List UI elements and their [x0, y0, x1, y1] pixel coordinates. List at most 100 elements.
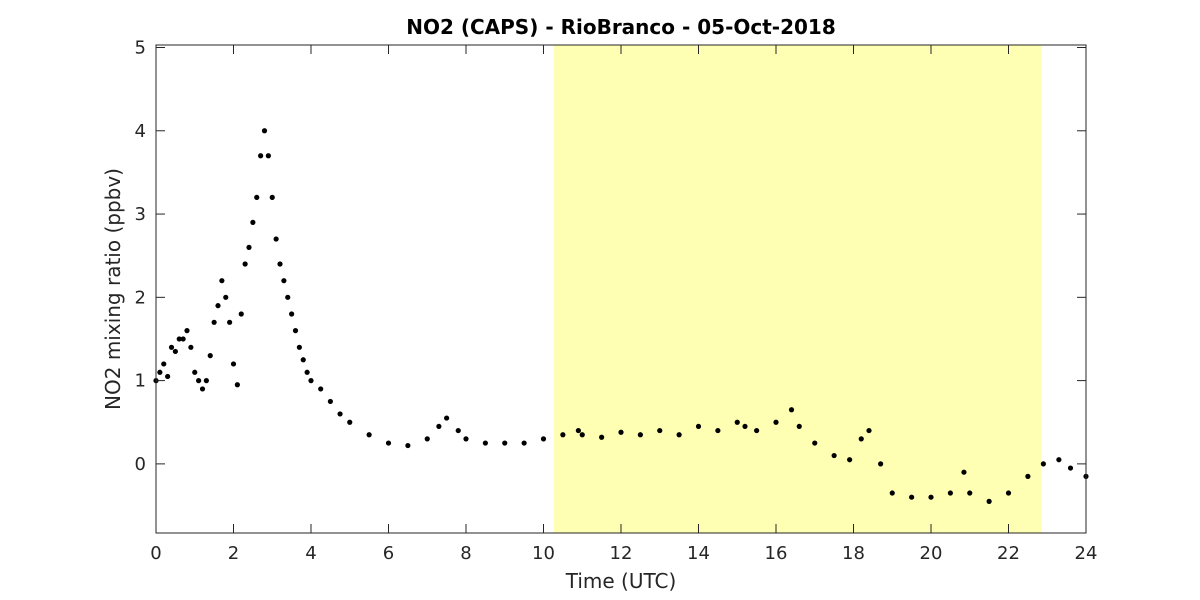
- data-point: [246, 244, 252, 250]
- data-point: [858, 436, 864, 442]
- data-point: [947, 490, 953, 496]
- data-point: [242, 261, 248, 267]
- data-point: [254, 194, 260, 200]
- highlight-band: [553, 45, 1042, 533]
- y-tick-label: 5: [135, 37, 146, 58]
- data-point: [184, 328, 190, 334]
- data-point: [796, 423, 802, 430]
- data-point: [219, 278, 225, 284]
- x-tick-label: 12: [610, 543, 633, 564]
- x-tick-label: 8: [460, 543, 471, 564]
- x-tick-label: 2: [228, 543, 239, 564]
- data-point: [337, 411, 343, 417]
- data-point: [327, 398, 333, 405]
- data-point: [211, 319, 217, 325]
- data-points: [153, 128, 1089, 504]
- y-axis: 0 1 2 3 4 5: [135, 37, 1086, 475]
- data-point: [928, 494, 934, 500]
- data-point: [188, 344, 194, 350]
- data-point: [695, 423, 702, 430]
- data-point: [289, 311, 295, 317]
- data-point: [560, 432, 566, 438]
- data-point: [831, 452, 837, 459]
- data-point: [165, 373, 171, 380]
- data-point: [773, 419, 779, 425]
- x-tick-label: 24: [1075, 543, 1098, 564]
- data-point: [366, 432, 372, 438]
- data-point: [168, 344, 175, 350]
- y-tick-label: 4: [135, 121, 146, 142]
- x-tick-label: 0: [150, 543, 161, 564]
- data-point: [754, 427, 760, 434]
- data-point: [172, 348, 178, 355]
- data-point: [788, 407, 795, 413]
- data-point: [308, 378, 314, 384]
- chart-title: NO2 (CAPS) - RioBranco - 05-Oct-2018: [406, 15, 836, 39]
- data-point: [618, 429, 624, 435]
- data-point: [223, 294, 229, 300]
- y-tick-label: 3: [135, 204, 146, 225]
- x-tick-label: 16: [765, 543, 788, 564]
- data-point: [300, 357, 306, 363]
- data-point: [482, 440, 488, 446]
- data-point: [215, 303, 221, 309]
- data-point: [455, 427, 461, 434]
- x-tick-label: 14: [687, 543, 710, 564]
- data-point: [847, 457, 853, 463]
- data-point: [203, 378, 209, 384]
- data-point: [405, 442, 411, 449]
- data-point: [250, 219, 256, 225]
- x-tick-label: 22: [997, 543, 1020, 564]
- data-point: [281, 278, 287, 284]
- x-tick-label: 6: [383, 543, 394, 564]
- data-point: [575, 427, 581, 434]
- data-point: [261, 128, 268, 134]
- data-point: [199, 386, 206, 392]
- x-axis: 0 2 4 6 8 10 12 14 16 18 20 22 24: [150, 45, 1097, 564]
- data-point: [599, 434, 605, 440]
- data-point: [1025, 473, 1031, 479]
- data-point: [986, 498, 992, 504]
- data-point: [742, 423, 748, 430]
- data-point: [258, 153, 264, 159]
- data-point: [961, 469, 967, 475]
- x-axis-label: Time (UTC): [565, 569, 677, 593]
- data-point: [734, 419, 740, 425]
- data-point: [277, 261, 283, 267]
- data-point: [579, 432, 585, 438]
- y-tick-label: 2: [135, 287, 146, 308]
- data-point: [502, 440, 508, 446]
- data-point: [196, 378, 202, 384]
- data-point: [285, 294, 291, 300]
- y-axis-label: NO2 mixing ratio (ppbv): [101, 168, 125, 410]
- x-tick-label: 10: [532, 543, 555, 564]
- data-point: [227, 319, 233, 325]
- data-point: [230, 361, 237, 367]
- x-tick-label: 4: [305, 543, 316, 564]
- data-point: [296, 344, 302, 350]
- data-point: [889, 490, 895, 496]
- data-point: [385, 440, 392, 446]
- data-point: [273, 236, 279, 242]
- data-point: [1040, 461, 1046, 467]
- data-point: [161, 361, 167, 367]
- data-point: [812, 440, 818, 446]
- data-point: [676, 432, 682, 438]
- data-point: [1067, 465, 1074, 471]
- data-point: [657, 427, 663, 434]
- x-tick-label: 18: [842, 543, 865, 564]
- data-point: [1005, 490, 1012, 496]
- data-point: [318, 386, 324, 392]
- data-point: [207, 353, 213, 359]
- y-tick-label: 0: [135, 454, 146, 475]
- data-point: [265, 153, 271, 159]
- data-point: [878, 461, 884, 467]
- data-point: [424, 436, 430, 442]
- data-point: [192, 369, 198, 375]
- y-tick-label: 1: [135, 371, 146, 392]
- data-point: [180, 336, 186, 342]
- data-point: [234, 382, 240, 388]
- data-point: [463, 436, 469, 442]
- data-point: [436, 423, 442, 430]
